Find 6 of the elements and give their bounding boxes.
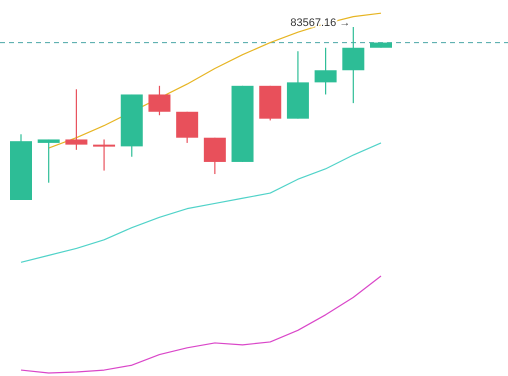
candlestick — [342, 26, 364, 104]
candlestick — [148, 85, 170, 116]
candlestick — [38, 138, 60, 184]
candlestick — [314, 47, 337, 96]
candlestick — [65, 88, 88, 150]
candlestick — [93, 138, 116, 172]
